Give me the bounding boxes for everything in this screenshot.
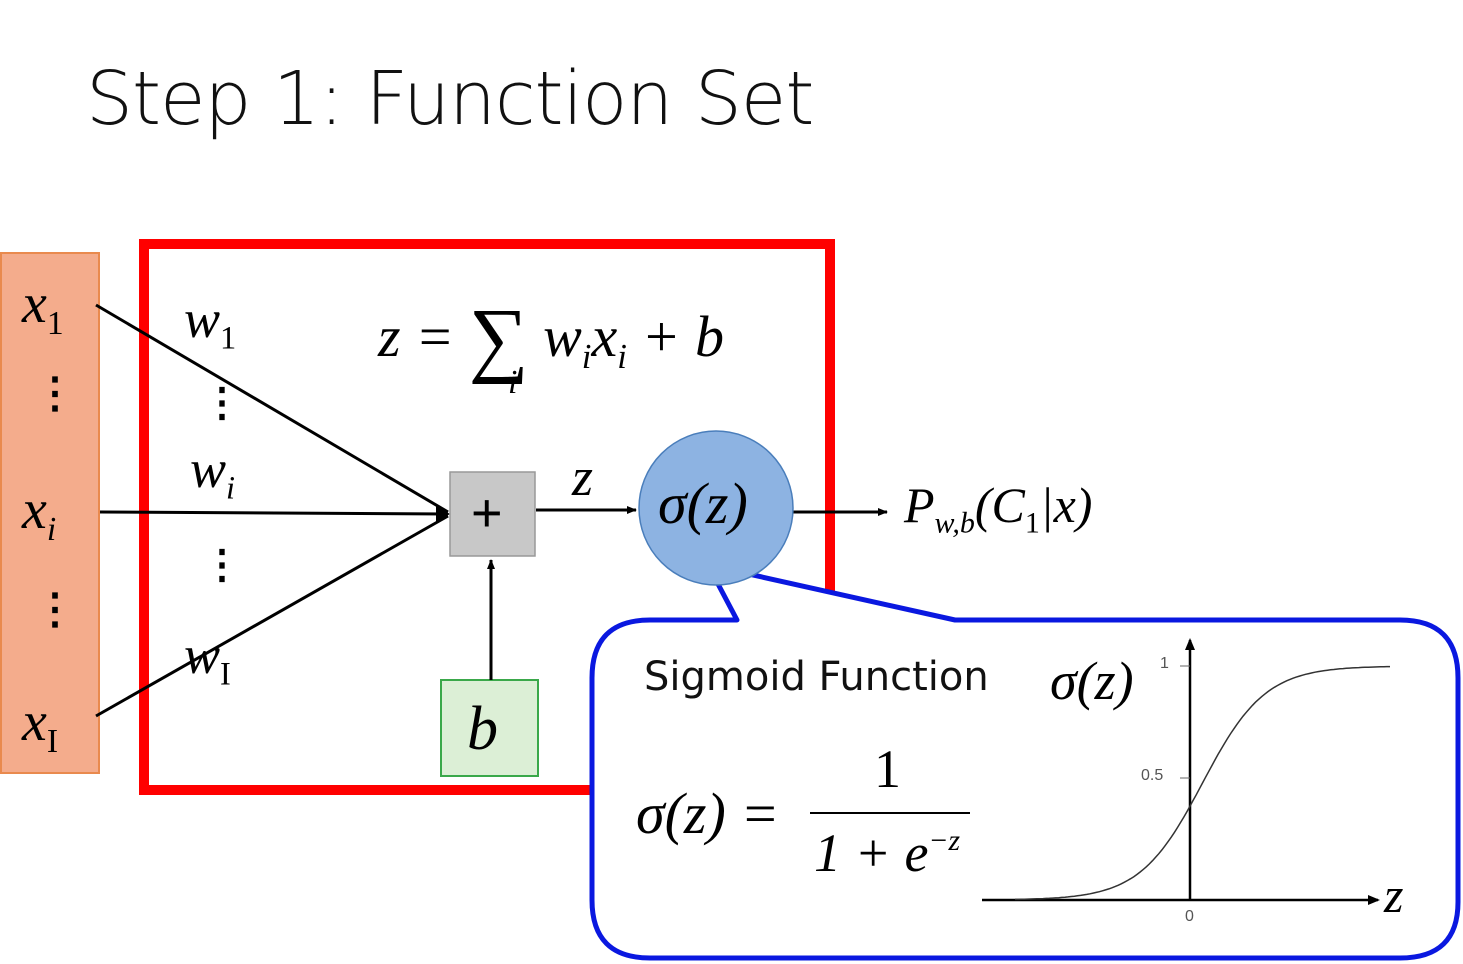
sigmoid-formula-numerator: 1 [874,739,901,799]
adder-symbol: + [471,483,503,543]
sigmoid-formula-denominator: 1 + e−z [814,823,961,883]
weight-wi: wi [190,439,236,507]
tick-y05: 0.5 [1141,767,1164,784]
input-dots-1: ⋮ [34,369,76,416]
fraction-bar [810,812,970,814]
edge-xi [99,510,449,516]
input-dots-2: ⋮ [34,585,76,632]
callout-title: Sigmoid Function [644,654,989,700]
z-label: z [572,447,594,507]
sigmoid-curve [1015,665,1390,901]
input-x1: x1 [22,273,64,342]
input-xi: xi [22,479,57,548]
sigmoid-node [638,430,794,586]
sigmoid-plot [982,638,1390,905]
bias-label: b [467,695,498,763]
tick-y1: 1 [1160,655,1169,672]
weight-w1: w1 [184,289,237,357]
edge-xI [95,514,449,718]
sigmoid-formula-lhs: σ(z) = [636,781,780,846]
output-label: Pw,b(C1|x) [904,477,1093,540]
tick-x0: 0 [1185,908,1194,925]
sigmoid-callout [589,562,1461,961]
edge-x1 [95,303,449,514]
function-box [139,239,835,795]
adder-node [449,471,536,557]
weight-dots-1: ⋮ [202,381,242,425]
input-column [0,252,100,774]
weight-dots-2: ⋮ [202,543,242,587]
weight-wI: wI [184,625,231,693]
plot-x-label: z [1384,867,1404,923]
page-title: Step 1: Function Set [86,56,814,142]
sum-index: i [508,364,518,401]
sigmoid-node-label: σ(z) [658,471,748,536]
plot-y-label: σ(z) [1050,651,1134,711]
z-formula: z = ∑ wixi + b [378,292,725,385]
input-xI: xI [22,691,59,760]
bias-node [440,679,539,777]
